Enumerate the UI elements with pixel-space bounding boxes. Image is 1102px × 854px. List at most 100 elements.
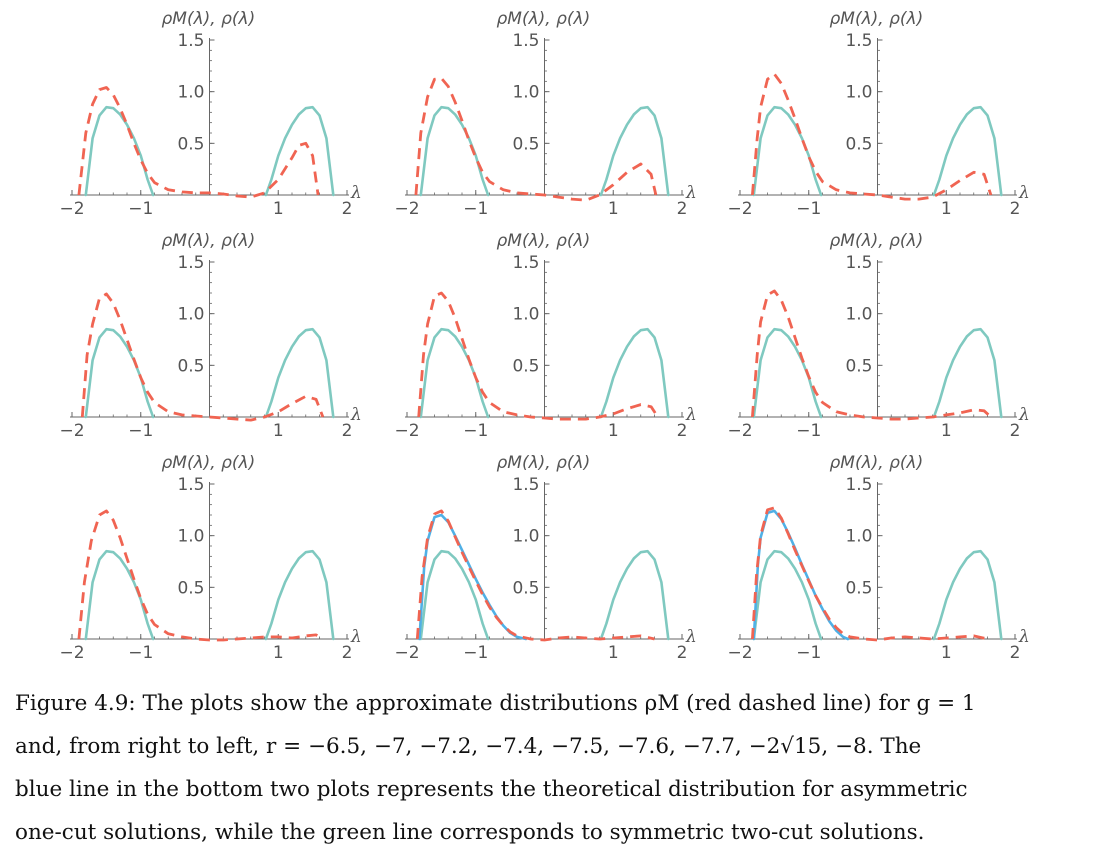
plot-panel-top-left: −2 −1 1 2 0.5 1.0 1.5 ρM(λ), ρ(λ) λ xyxy=(50,0,390,220)
x-tick-label: 1 xyxy=(608,643,619,663)
x-tick-label: 2 xyxy=(342,199,353,219)
y-axis-label: ρM(λ), ρ(λ) xyxy=(830,231,924,251)
y-tick-label: 1.0 xyxy=(845,83,872,103)
green-solid-curve xyxy=(932,549,1003,641)
plot-panel-middle-right: −2 −1 1 2 0.5 1.0 1.5 ρM(λ), ρ(λ) λ xyxy=(718,222,1058,442)
x-tick-label: 1 xyxy=(273,643,284,663)
plot-panel-bottom-middle: −2 −1 1 2 0.5 1.0 1.5 ρM(λ), ρ(λ) λ xyxy=(385,444,725,664)
x-tick-label: 2 xyxy=(342,643,353,663)
plot-panel-middle-left: −2 −1 1 2 0.5 1.0 1.5 ρM(λ), ρ(λ) λ xyxy=(50,222,390,442)
y-tick-label: 1.0 xyxy=(512,83,539,103)
green-solid-curve xyxy=(932,105,1003,197)
x-axis-label: λ xyxy=(1018,405,1030,425)
y-axis-label: ρM(λ), ρ(λ) xyxy=(162,231,256,251)
x-tick-label: 1 xyxy=(941,643,952,663)
x-tick-label: 1 xyxy=(608,199,619,219)
x-tick-label: −1 xyxy=(796,643,821,663)
x-axis-label: λ xyxy=(350,183,362,203)
red-dashed-curve xyxy=(415,509,655,642)
y-tick-label: 0.5 xyxy=(512,356,539,376)
red-dashed-curve xyxy=(80,292,325,422)
blue-solid-curve xyxy=(752,509,850,641)
red-dashed-curve xyxy=(751,506,988,642)
plot-svg: −2 −1 1 2 0.5 1.0 1.5ρM(λ), ρ(λ) λ xyxy=(727,9,1029,219)
plot-svg: −2 −1 1 2 0.5 1.0 1.5ρM(λ), ρ(λ) λ xyxy=(727,231,1030,441)
y-axis-label: ρM(λ), ρ(λ) xyxy=(830,453,924,473)
green-solid-curve xyxy=(264,549,335,641)
red-dashed-curve xyxy=(751,72,993,201)
caption-line-3: blue line in the bottom two plots repres… xyxy=(15,777,968,802)
x-tick-label: 2 xyxy=(1010,199,1021,219)
x-tick-label: 2 xyxy=(677,421,688,441)
y-axis-label: ρM(λ), ρ(λ) xyxy=(162,453,256,473)
caption-line-1: Figure 4.9: The plots show the approxima… xyxy=(15,691,976,716)
x-tick-label: 1 xyxy=(608,421,619,441)
x-tick-label: 2 xyxy=(677,643,688,663)
y-tick-label: 1.5 xyxy=(177,475,204,495)
plot-svg: −2 −1 1 2 0.5 1.0 1.5ρM(λ), ρ(λ) λ xyxy=(59,453,362,663)
y-tick-label: 0.5 xyxy=(512,578,539,598)
x-tick-label: −2 xyxy=(394,199,419,219)
x-tick-label: −2 xyxy=(727,643,752,663)
plot-svg: −2 −1 1 2 0.5 1.0 1.5ρM(λ), ρ(λ) λ xyxy=(394,231,697,441)
y-tick-label: 0.5 xyxy=(512,134,539,154)
y-tick-label: 1.5 xyxy=(845,475,872,495)
green-solid-curve xyxy=(932,327,1003,419)
x-axis-label: λ xyxy=(1018,627,1030,647)
plot-panel-bottom-left: −2 −1 1 2 0.5 1.0 1.5 ρM(λ), ρ(λ) λ xyxy=(50,444,390,664)
x-tick-label: 2 xyxy=(1010,421,1021,441)
plot-grid: −2 −1 1 2 0.5 1.0 1.5 ρM(λ), ρ(λ) λ −2 −1 1 2 0.5 1.0 1… xyxy=(50,0,1058,664)
x-axis-label: λ xyxy=(685,405,697,425)
plot-panel-bottom-right: −2 −1 1 2 0.5 1.0 1.5 ρM(λ), ρ(λ) λ xyxy=(718,444,1058,664)
plot-svg: −2 −1 1 2 0.5 1.0 1.5ρM(λ), ρ(λ) λ xyxy=(727,453,1030,663)
plot-svg: −2 −1 1 2 0.5 1.0 1.5ρM(λ), ρ(λ) λ xyxy=(59,231,362,441)
y-tick-label: 1.5 xyxy=(845,31,872,51)
figure-caption: Figure 4.9: The plots show the approxima… xyxy=(15,682,1090,854)
y-tick-label: 1.0 xyxy=(177,83,204,103)
x-tick-label: −1 xyxy=(128,421,153,441)
x-axis-label: λ xyxy=(350,627,362,647)
green-solid-curve xyxy=(264,105,335,197)
green-solid-curve xyxy=(599,327,670,419)
x-tick-label: −1 xyxy=(796,199,821,219)
plot-svg: −2 −1 1 2 0.5 1.0 1.5ρM(λ), ρ(λ) λ xyxy=(394,453,696,663)
green-solid-curve xyxy=(752,327,823,419)
plot-svg: −2 −1 1 2 0.5 1.0 1.5ρM(λ), ρ(λ) λ xyxy=(394,9,697,219)
caption-line-4: one-cut solutions, while the green line … xyxy=(15,820,925,845)
x-tick-label: 1 xyxy=(941,421,952,441)
x-tick-label: −2 xyxy=(394,421,419,441)
green-solid-curve xyxy=(599,549,670,641)
y-tick-label: 1.0 xyxy=(845,305,872,325)
green-solid-curve xyxy=(419,549,490,641)
x-tick-label: −1 xyxy=(796,421,821,441)
x-tick-label: −1 xyxy=(463,643,488,663)
plot-panel-top-right: −2 −1 1 2 0.5 1.0 1.5 ρM(λ), ρ(λ) λ xyxy=(718,0,1058,220)
y-tick-label: 0.5 xyxy=(177,356,204,376)
green-solid-curve xyxy=(752,549,823,641)
plot-svg: −2 −1 1 2 0.5 1.0 1.5ρM(λ), ρ(λ) λ xyxy=(59,9,362,219)
x-tick-label: −1 xyxy=(128,643,153,663)
y-tick-label: 1.0 xyxy=(177,305,204,325)
y-tick-label: 0.5 xyxy=(177,134,204,154)
y-tick-label: 0.5 xyxy=(845,356,872,376)
green-solid-curve xyxy=(84,105,155,197)
x-tick-label: 2 xyxy=(677,199,688,219)
x-axis-label: λ xyxy=(685,183,697,203)
green-solid-curve xyxy=(419,327,490,419)
y-axis-label: ρM(λ), ρ(λ) xyxy=(497,9,591,29)
red-dashed-curve xyxy=(414,76,658,202)
x-tick-label: −1 xyxy=(128,199,153,219)
y-tick-label: 1.5 xyxy=(177,253,204,273)
x-axis-label: λ xyxy=(350,405,362,425)
y-axis-label: ρM(λ), ρ(λ) xyxy=(830,9,924,29)
x-tick-label: −2 xyxy=(727,199,752,219)
x-tick-label: 1 xyxy=(273,199,284,219)
x-tick-label: 2 xyxy=(1010,643,1021,663)
y-axis-label: ρM(λ), ρ(λ) xyxy=(162,9,256,29)
x-tick-label: −2 xyxy=(59,199,84,219)
y-axis-label: ρM(λ), ρ(λ) xyxy=(497,453,591,473)
x-tick-label: −2 xyxy=(59,643,84,663)
red-dashed-curve xyxy=(751,289,992,421)
y-tick-label: 1.0 xyxy=(512,527,539,547)
x-tick-label: 2 xyxy=(342,421,353,441)
